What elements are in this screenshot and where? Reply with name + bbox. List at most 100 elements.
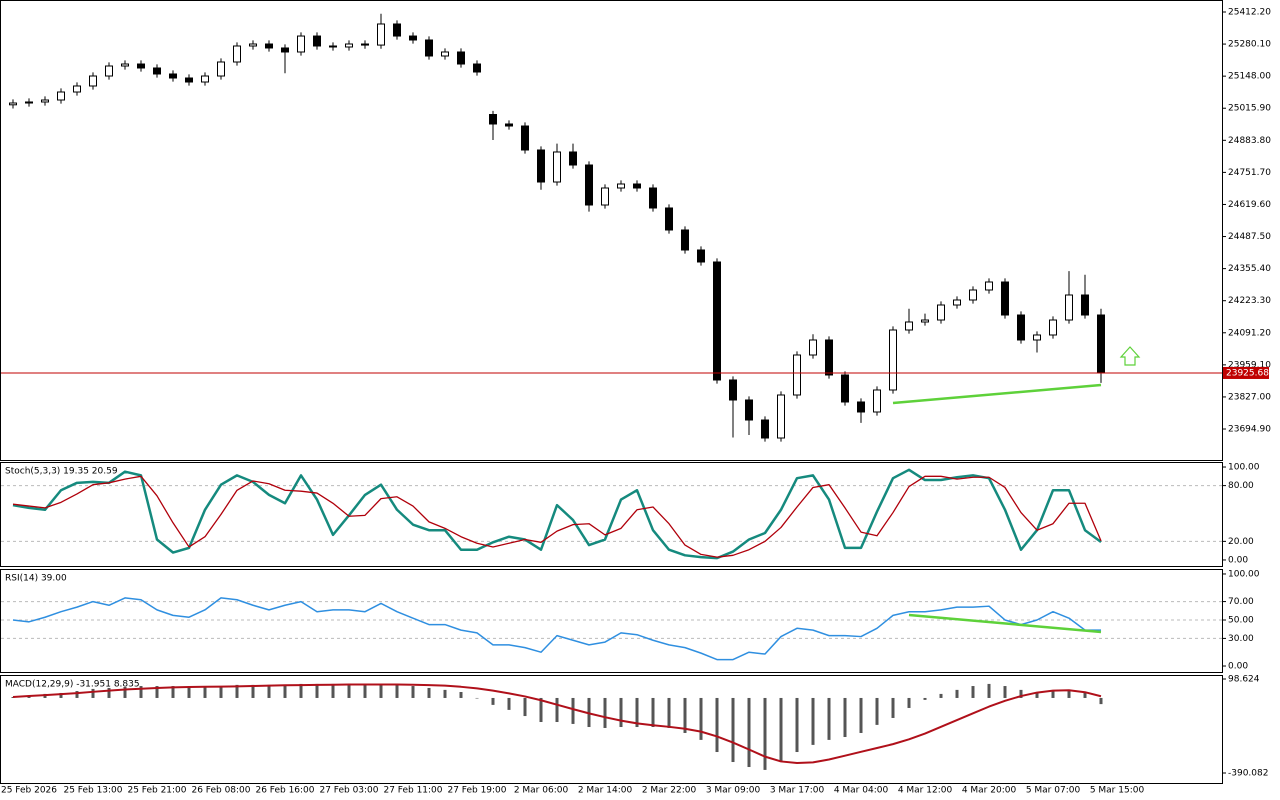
histogram-bar [331, 683, 335, 698]
candle-body [953, 299, 961, 306]
candle-body [281, 47, 289, 53]
candle-body [601, 187, 609, 206]
candle-body [393, 23, 401, 37]
candle-body [25, 101, 33, 104]
x-tick-label: 27 Feb 11:00 [383, 786, 442, 796]
candle-body [585, 164, 593, 206]
x-tick-label: 2 Mar 06:00 [514, 786, 569, 796]
x-tick-label: 2 Mar 22:00 [642, 786, 697, 796]
candle-body [185, 77, 193, 83]
histogram-bar [699, 697, 703, 740]
y-tick-label: 24619.60 [1228, 200, 1271, 210]
indicator-line [12, 683, 1102, 764]
histogram-bar [1003, 686, 1007, 698]
y-tick-label: 25280.10 [1228, 40, 1271, 50]
histogram-bar [779, 697, 783, 763]
histogram-bar [379, 683, 383, 698]
panel-frame [0, 462, 1223, 567]
candle-body [809, 339, 817, 356]
histogram-bar [59, 692, 63, 698]
x-tick-label: 25 Feb 2026 [1, 786, 57, 796]
y-tick-label: 24091.20 [1228, 328, 1271, 338]
candle-body [1033, 334, 1041, 341]
panel-frame [0, 569, 1223, 673]
candle-body [841, 374, 849, 403]
x-tick-label: 4 Mar 04:00 [834, 786, 889, 796]
candle-body [793, 354, 801, 396]
x-tick-label: 27 Feb 03:00 [319, 786, 378, 796]
histogram-bar [1035, 692, 1039, 698]
candle-body [617, 183, 625, 189]
y-tick-label: 100.00 [1228, 463, 1260, 473]
candle-body [329, 45, 337, 48]
y-tick-label: 24487.50 [1228, 232, 1271, 242]
indicator-line [12, 475, 1102, 558]
histogram-bar [187, 687, 191, 698]
candle-body [745, 399, 753, 421]
histogram-bar [219, 686, 223, 698]
candle-body [681, 229, 689, 251]
panel-title: Stoch(5,3,3) 19.35 20.59 [5, 467, 118, 477]
histogram-bar [507, 697, 511, 710]
histogram-bar [1067, 689, 1071, 698]
y-tick-label: 23694.90 [1228, 425, 1271, 435]
candle-body [1081, 294, 1089, 316]
histogram-bar [1019, 689, 1023, 698]
histogram-bar [299, 683, 303, 698]
candle-body [761, 419, 769, 439]
y-tick-label: 80.00 [1228, 481, 1254, 491]
x-tick-label: 26 Feb 16:00 [255, 786, 314, 796]
y-tick-label: 98.624 [1228, 674, 1260, 684]
histogram-bar [907, 697, 911, 708]
histogram-bar [315, 683, 319, 698]
candle-body [73, 85, 81, 93]
candle-body [217, 61, 225, 77]
histogram-bar [235, 684, 239, 698]
candle-body [729, 379, 737, 401]
candle-body [121, 63, 129, 67]
candle-body [857, 401, 865, 413]
candle-body [41, 99, 49, 103]
candle-body [521, 125, 529, 151]
candle-body [153, 67, 161, 75]
y-tick-label: 24355.40 [1228, 264, 1271, 274]
histogram-bar [1099, 697, 1103, 705]
histogram-bar [619, 697, 623, 728]
candle-body [345, 43, 353, 48]
candle-body [57, 91, 65, 101]
x-tick-label: 3 Mar 17:00 [770, 786, 825, 796]
candle-body [249, 43, 257, 47]
x-tick-label: 3 Mar 09:00 [706, 786, 761, 796]
histogram-bar [1083, 692, 1087, 698]
candle-body [361, 43, 369, 46]
histogram-bar [955, 689, 959, 698]
histogram-bar [267, 684, 271, 698]
y-tick-label: 70.00 [1228, 597, 1254, 607]
histogram-bar [971, 686, 975, 698]
histogram-bar [539, 697, 543, 723]
candle-body [297, 35, 305, 53]
histogram-bar [107, 687, 111, 698]
y-tick-label: -390.082 [1228, 768, 1268, 778]
candle-body [409, 35, 417, 41]
histogram-bar [843, 697, 847, 738]
candle-body [1001, 281, 1009, 316]
candle-body [1049, 319, 1057, 336]
y-tick-label: 25412.20 [1228, 7, 1271, 17]
histogram-bar [555, 697, 559, 723]
histogram-bar [683, 697, 687, 733]
histogram-bar [571, 697, 575, 724]
candle-body [473, 63, 481, 73]
histogram-bar [443, 689, 447, 698]
candle-body [569, 151, 577, 166]
y-tick-label: 25148.00 [1228, 72, 1271, 82]
candle-body [1097, 314, 1105, 374]
x-tick-label: 27 Feb 19:00 [447, 786, 506, 796]
buy-arrow [1119, 346, 1141, 366]
y-tick-label: 20.00 [1228, 537, 1254, 547]
x-tick-label: 26 Feb 08:00 [191, 786, 250, 796]
y-tick-label: 100.00 [1228, 569, 1260, 579]
panel-frame [0, 0, 1223, 461]
